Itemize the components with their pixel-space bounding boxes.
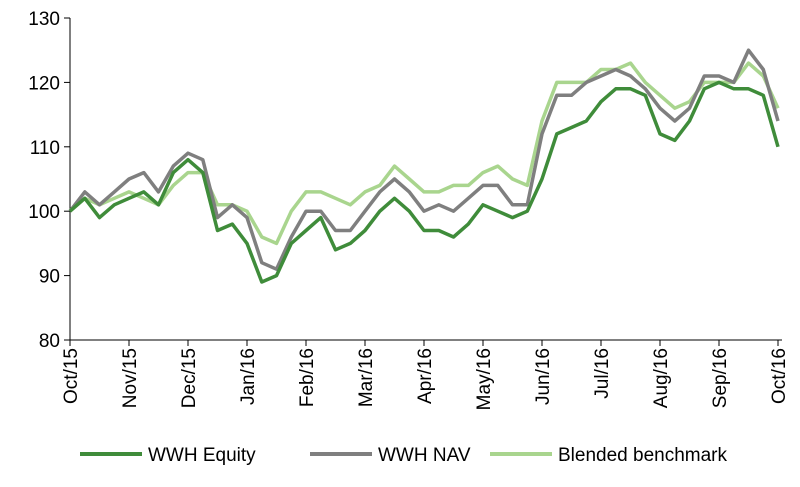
legend-label: WWH Equity xyxy=(148,445,256,466)
x-tick-label: Feb/16 xyxy=(297,348,318,407)
x-tick-label: Mar/16 xyxy=(356,348,377,407)
y-tick-label: 100 xyxy=(28,202,60,223)
x-tick-label: Nov/15 xyxy=(120,348,141,408)
legend-label: Blended benchmark xyxy=(558,445,727,466)
x-tick-label: Oct/16 xyxy=(769,348,790,404)
x-tick-label: May/16 xyxy=(474,348,495,410)
x-tick-label: Jul/16 xyxy=(592,348,613,399)
x-tick-label: Sep/16 xyxy=(710,348,731,408)
y-tick-label: 130 xyxy=(28,9,60,30)
y-tick-label: 90 xyxy=(39,267,60,288)
x-tick-label: Dec/15 xyxy=(179,348,200,408)
y-tick-label: 120 xyxy=(28,73,60,94)
series-line xyxy=(68,48,780,271)
y-tick-label: 110 xyxy=(30,138,60,159)
x-tick-label: Jan/16 xyxy=(238,348,259,405)
series-line xyxy=(68,61,780,246)
legend-label: WWH NAV xyxy=(378,445,471,466)
x-tick-label: Jun/16 xyxy=(533,348,554,405)
y-tick-label: 80 xyxy=(39,331,60,352)
x-tick-label: Apr/16 xyxy=(415,348,436,404)
x-tick-label: Oct/15 xyxy=(61,348,82,404)
x-tick-label: Aug/16 xyxy=(651,348,672,408)
series-line xyxy=(68,80,780,284)
